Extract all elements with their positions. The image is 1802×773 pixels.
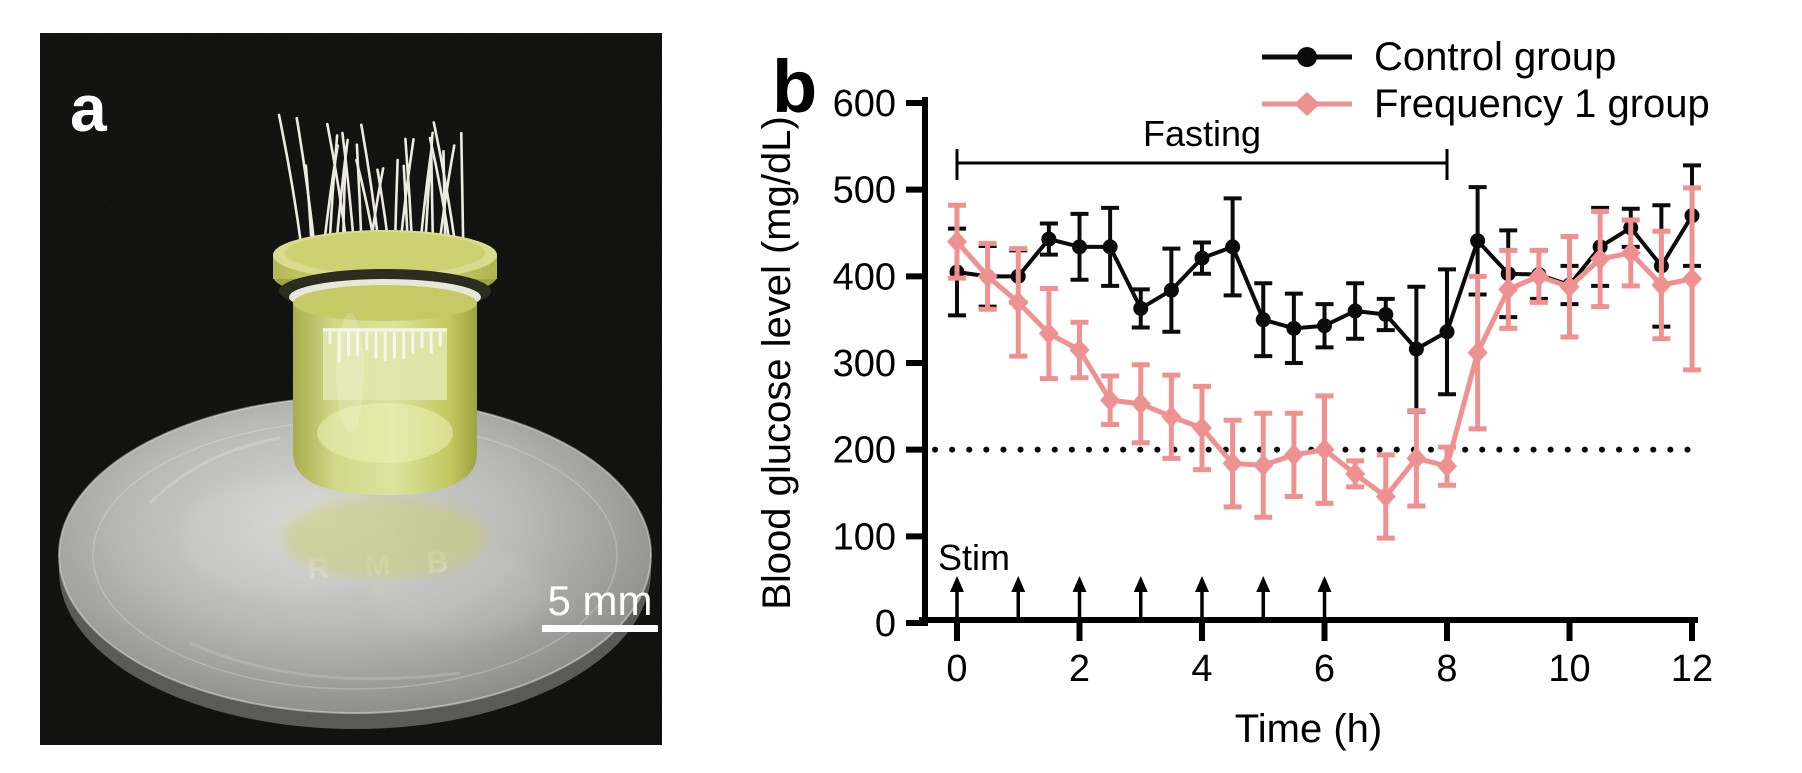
microneedle-window-ticks bbox=[328, 331, 442, 363]
data-point bbox=[1283, 443, 1304, 466]
frequency1-series bbox=[947, 185, 1702, 541]
data-point bbox=[1345, 462, 1366, 485]
y-axis-title: Blood glucose level (mg/dL) bbox=[755, 116, 799, 610]
x-tick-label: 10 bbox=[1548, 648, 1590, 690]
legend-marker bbox=[1297, 47, 1317, 67]
x-tick-label: 0 bbox=[946, 648, 967, 690]
data-point bbox=[1590, 248, 1611, 270]
fiber bbox=[277, 113, 304, 253]
data-point bbox=[1072, 239, 1087, 255]
x-axis-ticks: 0 2 4 6 8 10 12 bbox=[946, 620, 1713, 690]
data-point bbox=[977, 265, 998, 288]
data-point bbox=[1253, 454, 1274, 477]
stim-label: Stim bbox=[938, 537, 1010, 578]
legend-row: Frequency 1 group bbox=[1262, 82, 1710, 126]
data-point bbox=[1620, 241, 1641, 264]
data-point bbox=[1467, 341, 1488, 364]
x-tick-label: 4 bbox=[1191, 648, 1212, 690]
stim-arrow-head bbox=[1011, 576, 1026, 592]
legend-label: Control group bbox=[1374, 35, 1616, 79]
x-tick-label: 12 bbox=[1671, 648, 1713, 690]
y-tick-label: 600 bbox=[833, 83, 896, 125]
glucose-chart: b 0 100 200 300 400 500 600 0 2 4 6 8 10 12 Blood gluc… bbox=[755, 35, 1713, 751]
data-point bbox=[1470, 233, 1486, 249]
data-point bbox=[1038, 322, 1059, 345]
data-point bbox=[1406, 447, 1427, 470]
data-point bbox=[1347, 303, 1363, 319]
device-reflection bbox=[283, 498, 487, 578]
axes bbox=[919, 97, 1698, 626]
legend-row: Control group bbox=[1262, 35, 1616, 79]
legend-marker bbox=[1294, 92, 1320, 116]
stim-arrow-head bbox=[1195, 576, 1209, 592]
stim-annotation: Stim bbox=[938, 537, 1332, 617]
stim-arrow-head bbox=[1133, 576, 1148, 592]
scale-bar: 5 mm bbox=[542, 577, 658, 632]
panel-b-chart: b 0 100 200 300 400 500 600 0 2 4 6 8 10 12 Blood gluc… bbox=[680, 0, 1802, 773]
data-point bbox=[1317, 318, 1332, 334]
y-tick-label: 300 bbox=[833, 343, 896, 385]
data-point bbox=[1408, 341, 1424, 357]
y-tick-label: 0 bbox=[875, 603, 896, 645]
data-point bbox=[1255, 312, 1271, 328]
x-tick-label: 8 bbox=[1436, 648, 1457, 690]
stim-arrow-head bbox=[1256, 576, 1271, 592]
data-point bbox=[1041, 231, 1057, 247]
data-point bbox=[1100, 389, 1121, 412]
y-tick-label: 500 bbox=[833, 170, 896, 212]
data-point bbox=[1194, 250, 1210, 266]
scale-bar-label: 5 mm bbox=[548, 577, 653, 624]
data-point bbox=[1069, 339, 1090, 361]
control-series bbox=[948, 163, 1701, 414]
data-point bbox=[1559, 275, 1580, 298]
data-point bbox=[1163, 282, 1179, 298]
error-bars bbox=[948, 163, 1701, 414]
stim-arrow-head bbox=[1317, 576, 1332, 592]
fasting-annotation bbox=[955, 149, 1449, 180]
data-point bbox=[1528, 265, 1549, 288]
data-point bbox=[1437, 455, 1457, 478]
data-point bbox=[1286, 320, 1302, 336]
y-tick-label: 200 bbox=[833, 430, 896, 472]
fasting-label: Fasting bbox=[1143, 113, 1261, 154]
data-point bbox=[1378, 306, 1394, 322]
y-tick-label: 100 bbox=[833, 516, 896, 558]
x-tick-label: 2 bbox=[1069, 648, 1090, 690]
panel-a-label: a bbox=[70, 71, 108, 145]
legend-label: Frequency 1 group bbox=[1374, 82, 1710, 126]
data-point bbox=[1498, 278, 1519, 301]
device-photo: R M B bbox=[40, 33, 662, 745]
panel-b-label: b bbox=[772, 45, 817, 128]
panel-a-photo: R M B bbox=[40, 33, 662, 745]
data-point bbox=[1375, 485, 1396, 508]
data-point bbox=[947, 230, 967, 253]
data-point bbox=[1651, 274, 1672, 296]
data-point bbox=[1222, 452, 1243, 475]
data-point bbox=[1439, 324, 1455, 340]
stim-arrow-head bbox=[950, 576, 964, 592]
stim-arrow-head bbox=[1072, 576, 1087, 592]
data-point bbox=[1008, 291, 1029, 314]
device-body bbox=[273, 230, 497, 495]
data-point bbox=[1225, 239, 1241, 255]
x-tick-label: 6 bbox=[1314, 648, 1335, 690]
scale-bar-line bbox=[542, 625, 658, 632]
data-point bbox=[1133, 300, 1149, 316]
data-point bbox=[1682, 267, 1702, 290]
data-point bbox=[1102, 239, 1118, 255]
series-markers bbox=[947, 230, 1702, 508]
data-point bbox=[1192, 417, 1212, 439]
y-tick-label: 400 bbox=[833, 256, 896, 298]
data-point bbox=[1314, 438, 1335, 461]
data-point bbox=[1161, 405, 1182, 428]
y-axis-ticks: 0 100 200 300 400 500 600 bbox=[833, 83, 925, 645]
x-axis-title: Time (h) bbox=[1235, 707, 1382, 751]
data-point bbox=[1130, 392, 1151, 415]
